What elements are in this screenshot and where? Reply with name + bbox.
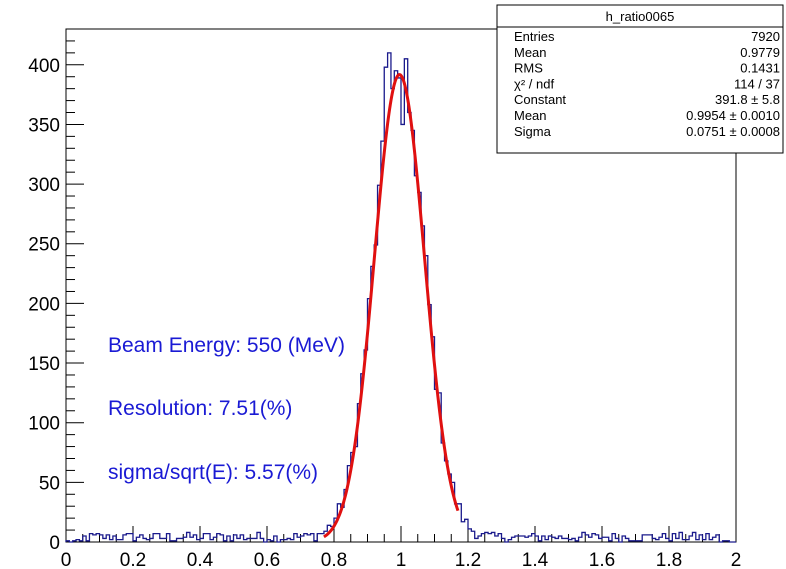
y-tick-label: 250 <box>28 235 60 256</box>
stats-row-label: Sigma <box>514 124 552 139</box>
stats-box: h_ratio0065 Entries 7920 Mean 0.9779 RMS 0.14… <box>496 4 784 154</box>
y-tick-label: 0 <box>49 533 60 554</box>
stats-row-label: Mean <box>514 108 547 123</box>
x-tick-label: 0.8 <box>321 550 347 569</box>
y-tick-label: 100 <box>28 414 60 435</box>
y-tick-label: 350 <box>28 115 60 136</box>
x-tick-label: 1 <box>396 550 407 569</box>
y-tick-label: 50 <box>39 473 60 494</box>
y-tick-label: 150 <box>28 354 60 375</box>
x-tick-label: 0 <box>61 550 72 569</box>
stats-row-value: 391.8 ± 5.8 <box>715 92 780 107</box>
stats-row-label: χ² / ndf <box>514 76 554 91</box>
stats-row-value: 0.9779 <box>740 45 780 60</box>
x-tick-label: 1.2 <box>455 550 481 569</box>
stats-row-value: 0.0751 ± 0.0008 <box>686 124 780 139</box>
stats-row-value: 114 / 37 <box>734 76 780 91</box>
tick-labels: 0 0.2 0.4 0.6 0.8 1 1.2 1.4 1.6 1.8 2 0 50 100 150 200 2… <box>28 56 741 569</box>
stats-row-value: 7920 <box>751 29 780 44</box>
x-tick-label: 0.2 <box>120 550 146 569</box>
stats-row-value: 0.9954 ± 0.0010 <box>686 108 780 123</box>
y-tick-label: 200 <box>28 294 60 315</box>
stats-row-label: Mean <box>514 45 547 60</box>
stats-row-value: 0.1431 <box>740 61 780 76</box>
gaussian-fit-curve <box>323 73 460 539</box>
y-tick-label: 300 <box>28 175 60 196</box>
stats-row-label: Constant <box>514 92 566 107</box>
x-tick-label: 1.6 <box>589 550 615 569</box>
x-tick-label: 0.4 <box>187 550 214 569</box>
beam-energy-label: Beam Energy: 550 (MeV) <box>108 334 345 357</box>
x-tick-label: 0.6 <box>254 550 280 569</box>
stats-title: h_ratio0065 <box>606 9 675 24</box>
resolution-label: Resolution: 7.51(%) <box>108 397 292 420</box>
y-tick-label: 400 <box>28 56 60 77</box>
x-tick-label: 2 <box>731 550 742 569</box>
stats-row-label: Entries <box>514 29 555 44</box>
stats-row-label: RMS <box>514 61 543 76</box>
x-tick-label: 1.4 <box>522 550 549 569</box>
x-tick-label: 1.8 <box>656 550 682 569</box>
sigma-sqrt-label: sigma/sqrt(E): 5.57(%) <box>108 461 318 484</box>
